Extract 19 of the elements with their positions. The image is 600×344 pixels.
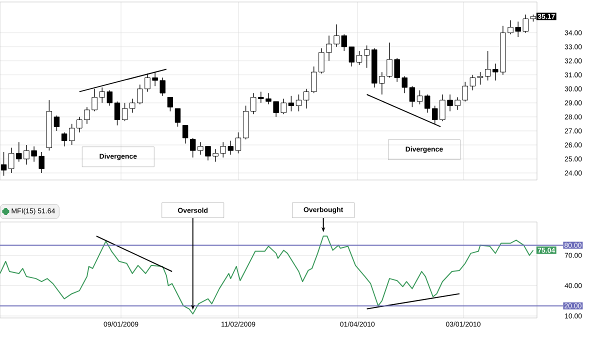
candlestick (416, 90, 423, 105)
candlestick (167, 96, 174, 112)
candlestick (470, 74, 476, 91)
candlestick (288, 96, 294, 112)
candlestick (122, 102, 128, 122)
candlestick (182, 124, 188, 144)
candlestick (235, 132, 242, 154)
candlestick (228, 140, 234, 156)
candlestick (296, 94, 302, 112)
candlestick (409, 86, 416, 108)
candlestick (0, 152, 7, 176)
candlestick (61, 132, 68, 147)
candlestick (114, 101, 120, 126)
line-series (0, 236, 534, 314)
candlestick (54, 115, 60, 132)
candlestick (174, 108, 181, 128)
candlestick (477, 72, 484, 86)
candlestick (356, 50, 362, 66)
candlestick (348, 46, 355, 67)
